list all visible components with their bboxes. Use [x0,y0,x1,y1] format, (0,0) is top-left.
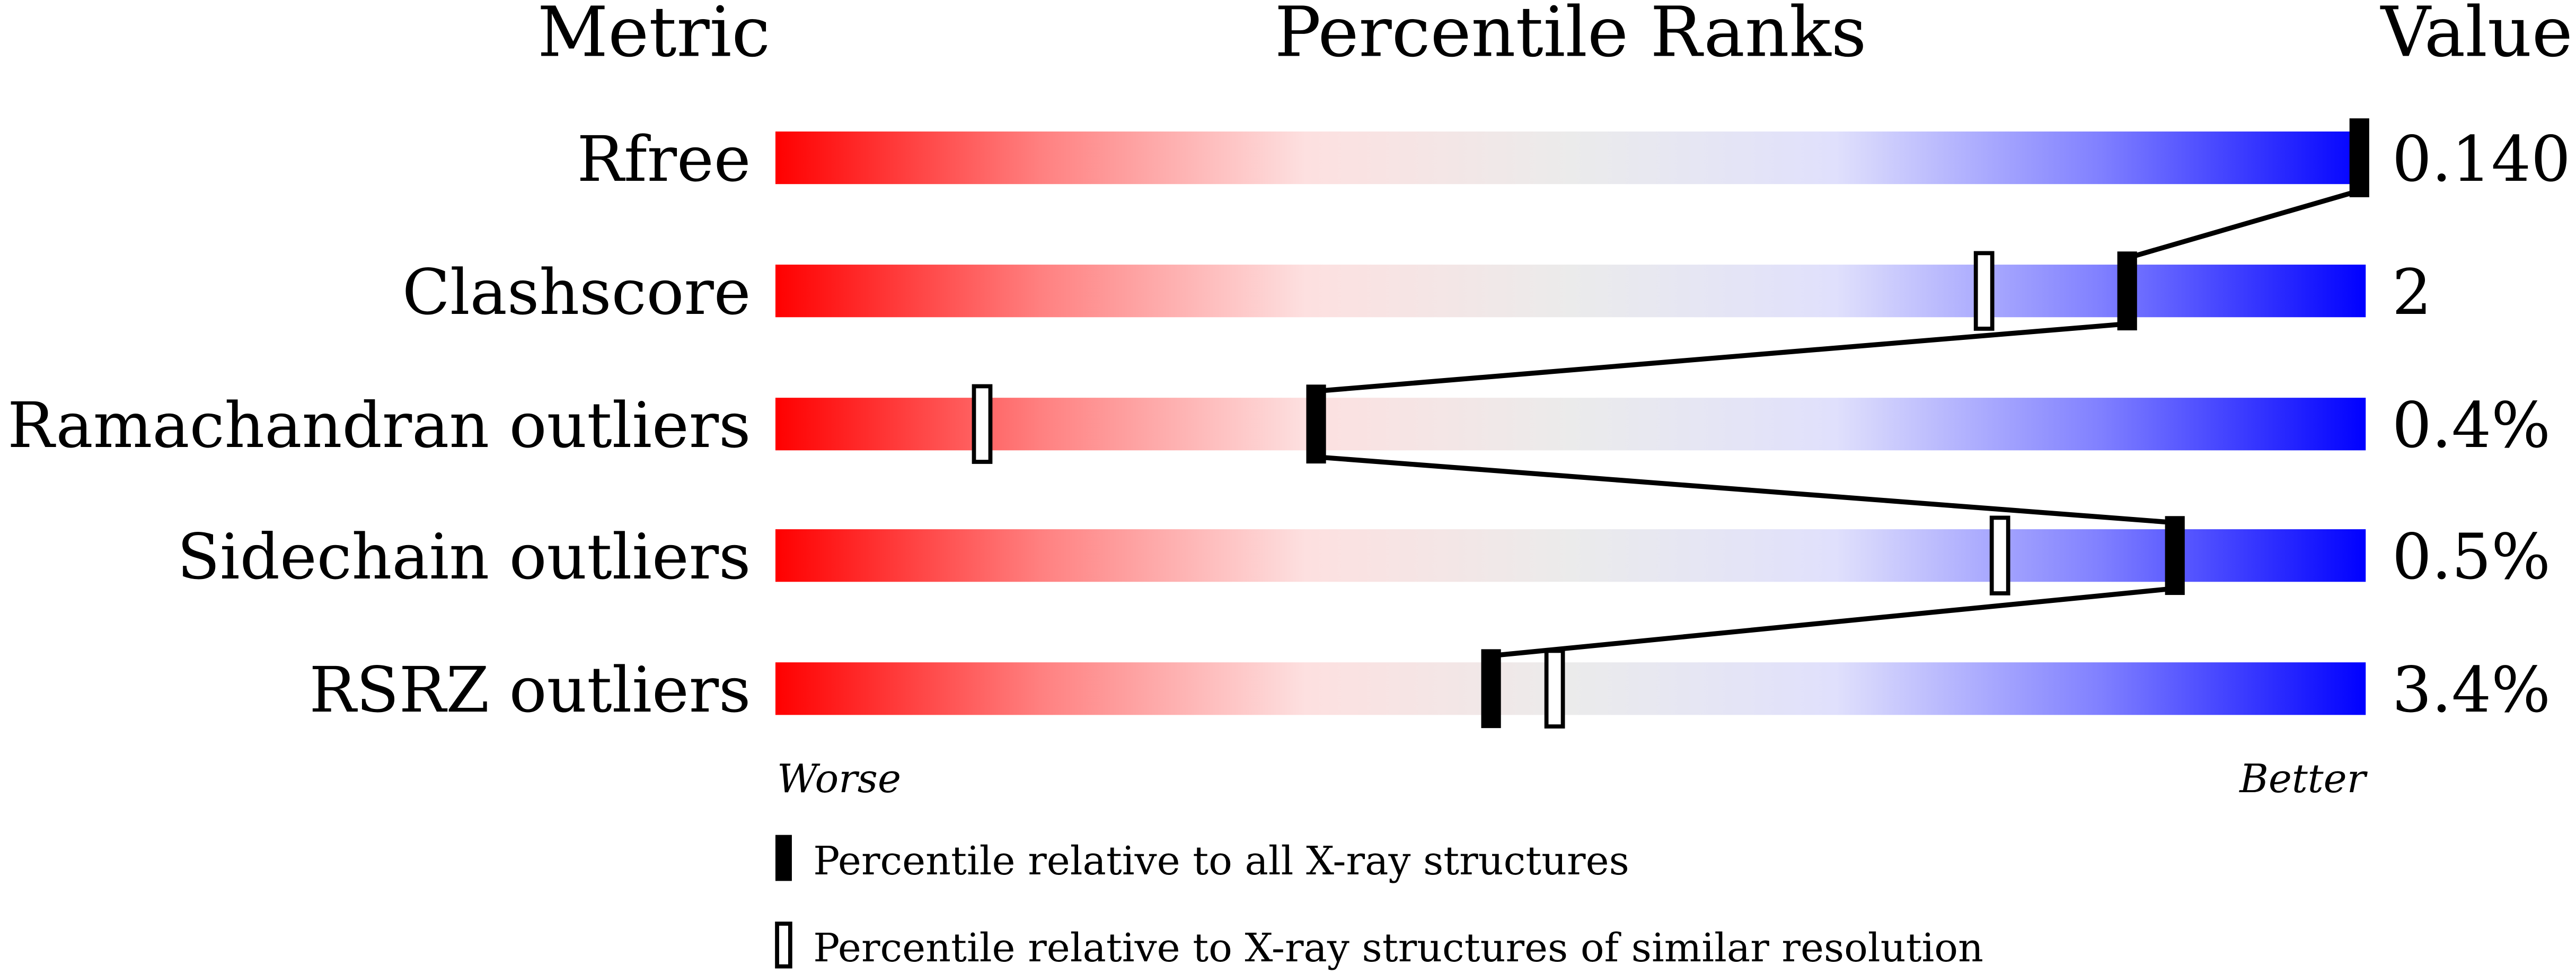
marker-similar-resolution [972,384,993,464]
percentile-bar [775,529,2366,582]
metric-value: 0.4% [2392,389,2551,462]
marker-all-structures [2349,118,2369,197]
percentile-bar [775,132,2366,185]
marker-similar-resolution [1989,515,2010,595]
header-percentile-ranks: Percentile Ranks [1275,0,1867,72]
header-value: Value [2380,0,2573,72]
metric-value: 0.140 [2392,123,2571,196]
percentile-bar [775,265,2366,318]
marker-all-structures [2165,516,2185,595]
connector-line [1316,454,2175,525]
metric-label: Rfree [577,123,751,196]
legend-label-all: Percentile relative to all X-ray structu… [813,838,1629,884]
metric-value: 0.5% [2392,521,2551,593]
marker-similar-resolution [1973,251,1995,331]
metric-label: Sidechain outliers [177,521,751,593]
axis-label-worse: Worse [777,756,901,802]
connector-line [1490,586,2175,659]
percentile-bar [775,662,2366,715]
metric-label: Ramachandran outliers [7,389,751,462]
metric-label: Clashscore [402,256,751,329]
legend-label-similar: Percentile relative to X-ray structures … [813,925,1983,971]
legend-open-marker [775,922,792,969]
marker-all-structures [2117,251,2137,331]
metric-value: 2 [2392,256,2432,329]
header-metric: Metric [537,0,770,72]
percentile-bar [775,398,2366,451]
connector-line [2126,188,2360,261]
metric-label: RSRZ outliers [309,654,751,726]
marker-all-structures [1306,384,1326,464]
marker-all-structures [1481,649,1501,729]
metric-value: 3.4% [2392,654,2551,726]
marker-similar-resolution [1544,648,1565,729]
axis-label-better: Better [2238,756,2368,802]
legend-filled-marker [775,835,792,881]
connector-line [1316,321,2128,394]
